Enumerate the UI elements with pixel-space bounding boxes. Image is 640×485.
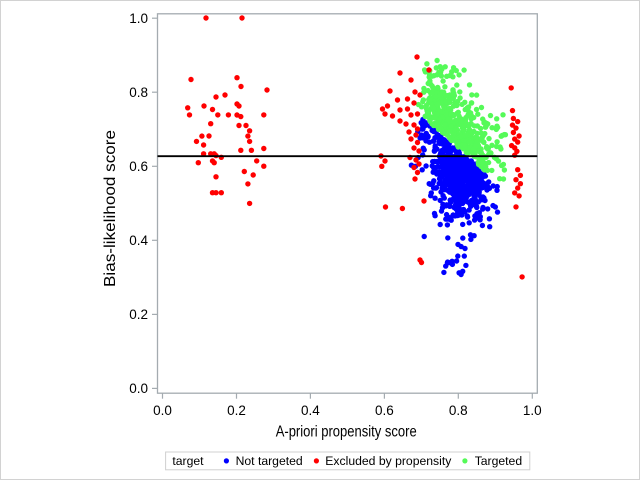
svg-text:1.0: 1.0	[523, 403, 542, 418]
svg-text:0.2: 0.2	[129, 307, 148, 322]
svg-text:Not targeted: Not targeted	[236, 454, 303, 468]
svg-text:Bias-likelihood score: Bias-likelihood score	[102, 130, 119, 287]
svg-text:0.0: 0.0	[129, 381, 148, 396]
svg-text:1.0: 1.0	[129, 11, 148, 26]
svg-text:0.8: 0.8	[129, 85, 148, 100]
svg-text:0.4: 0.4	[301, 403, 320, 418]
svg-text:Targeted: Targeted	[475, 454, 522, 468]
svg-text:Excluded by propensity: Excluded by propensity	[325, 454, 452, 468]
svg-text:0.2: 0.2	[227, 403, 246, 418]
svg-text:0.4: 0.4	[129, 233, 148, 248]
svg-text:0.6: 0.6	[129, 159, 148, 174]
svg-text:0.0: 0.0	[153, 403, 172, 418]
svg-text:0.8: 0.8	[449, 403, 468, 418]
svg-text:0.6: 0.6	[375, 403, 394, 418]
svg-text:A-priori propensity score: A-priori propensity score	[276, 424, 417, 441]
svg-text:target: target	[172, 454, 204, 468]
